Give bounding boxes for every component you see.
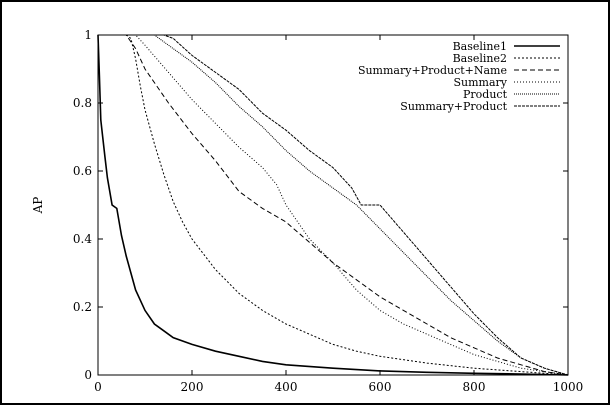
y-tick-label: 0.6 (73, 164, 92, 178)
legend-label: Product (463, 88, 508, 101)
x-tick-label: 600 (369, 380, 392, 394)
axis-ticks: 0 200 400 600 800 1000 0 0.2 0.4 0.6 0.8 1 (73, 28, 583, 394)
series-line-5 (98, 34, 569, 376)
legend: Baseline1Baseline2Summary+Product+NameSu… (358, 40, 560, 113)
x-tick-label: 400 (275, 380, 298, 394)
y-tick-label: 1 (84, 28, 92, 42)
x-tick-label: 0 (94, 380, 102, 394)
series-line-4 (98, 34, 569, 376)
legend-label: Baseline1 (453, 40, 507, 53)
series-line-2 (98, 34, 569, 376)
y-tick-label: 0.8 (73, 96, 92, 110)
x-tick-label: 200 (181, 380, 204, 394)
y-axis-label: AP (31, 197, 45, 215)
legend-label: Summary+Product+Name (358, 64, 507, 77)
series-line-3 (98, 34, 569, 376)
series-line-0 (97, 34, 569, 376)
legend-label: Summary+Product (400, 100, 507, 113)
plot-border (97, 34, 569, 376)
x-tick-label: 1000 (553, 380, 584, 394)
y-tick-label: 0.4 (73, 232, 92, 246)
y-tick-label: 0.2 (73, 300, 92, 314)
legend-label: Baseline2 (453, 52, 507, 65)
plot-area (97, 34, 569, 376)
series-layer (97, 34, 569, 376)
legend-label: Summary (453, 76, 507, 89)
y-tick-label: 0 (84, 368, 92, 382)
x-tick-label: 800 (463, 380, 486, 394)
